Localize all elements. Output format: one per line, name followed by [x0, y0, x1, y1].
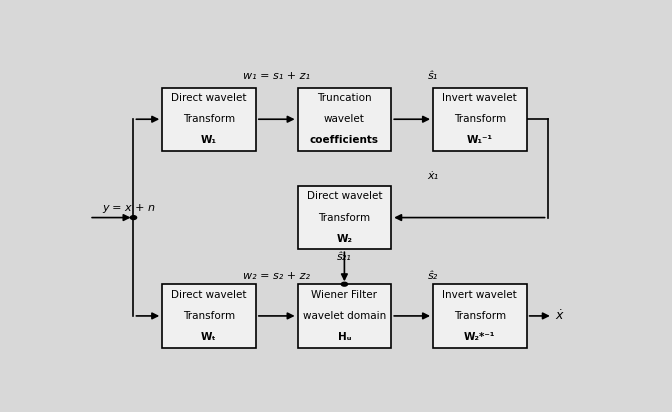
Text: Direct wavelet: Direct wavelet	[171, 93, 247, 103]
Text: coefficients: coefficients	[310, 136, 379, 145]
Text: Transform: Transform	[183, 311, 235, 321]
Text: Direct wavelet: Direct wavelet	[306, 192, 382, 201]
Text: Wiener Filter: Wiener Filter	[311, 290, 378, 300]
Text: w₁ = s₁ + z₁: w₁ = s₁ + z₁	[243, 71, 310, 82]
Bar	[433, 284, 527, 348]
Text: W₁: W₁	[201, 136, 217, 145]
Text: Transform: Transform	[319, 213, 370, 222]
Text: y = x + n: y = x + n	[102, 203, 155, 213]
Text: W₂*⁻¹: W₂*⁻¹	[464, 332, 495, 342]
Circle shape	[130, 215, 136, 220]
Circle shape	[341, 282, 347, 286]
Bar	[298, 284, 391, 348]
Text: W₂: W₂	[337, 234, 352, 244]
Text: Invert wavelet: Invert wavelet	[442, 290, 517, 300]
Text: Transform: Transform	[454, 114, 506, 124]
Bar	[298, 87, 391, 151]
Bar	[162, 87, 256, 151]
Text: Direct wavelet: Direct wavelet	[171, 290, 247, 300]
Text: W₁⁻¹: W₁⁻¹	[467, 136, 493, 145]
Bar	[298, 186, 391, 249]
Text: ẋ: ẋ	[555, 309, 562, 323]
Text: Invert wavelet: Invert wavelet	[442, 93, 517, 103]
Bar	[162, 284, 256, 348]
Text: Hᵤ: Hᵤ	[337, 332, 351, 342]
Text: w₂ = s₂ + z₂: w₂ = s₂ + z₂	[243, 271, 310, 281]
Text: Transform: Transform	[183, 114, 235, 124]
Bar	[433, 87, 527, 151]
Text: Transform: Transform	[454, 311, 506, 321]
Text: ŝ₂₁: ŝ₂₁	[337, 252, 351, 262]
Text: wavelet domain: wavelet domain	[303, 311, 386, 321]
Text: Truncation: Truncation	[317, 93, 372, 103]
Text: ẋ₁: ẋ₁	[427, 171, 439, 181]
Text: ŝ₁: ŝ₁	[428, 71, 438, 82]
Text: ŝ₂: ŝ₂	[428, 271, 438, 281]
Text: Wₜ: Wₜ	[201, 332, 217, 342]
Text: wavelet: wavelet	[324, 114, 365, 124]
